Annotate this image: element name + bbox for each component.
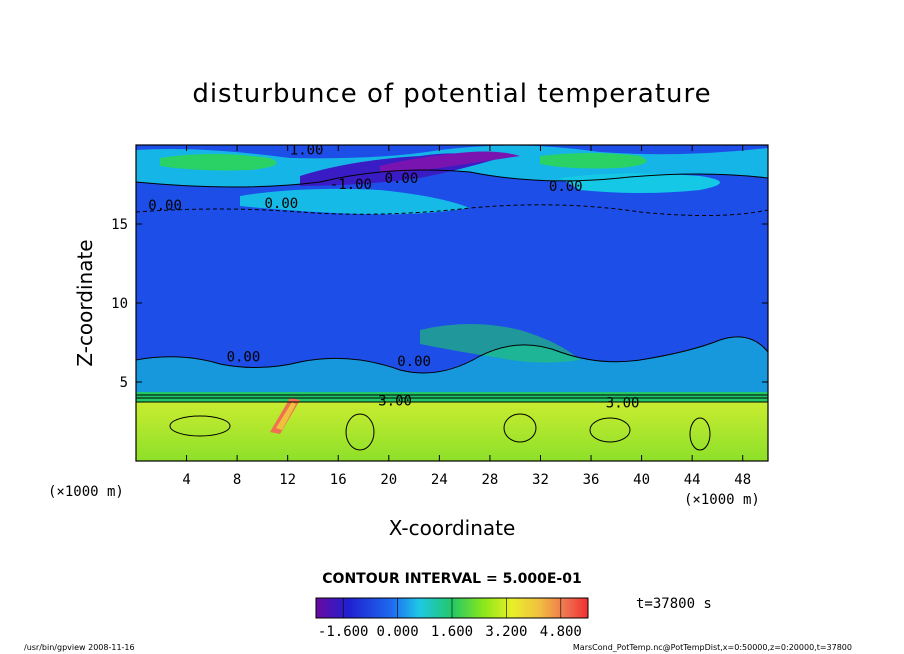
contour-label: 0.00 xyxy=(265,196,299,212)
x-unit-right: (×1000 m) xyxy=(684,492,760,508)
x-tick-label: 48 xyxy=(734,472,751,488)
contour-label: -1.00 xyxy=(330,177,372,193)
colorbar-labels: -1.600 0.000 1.600 3.200 4.800 xyxy=(318,624,582,640)
x-tick-label: 20 xyxy=(380,472,397,488)
x-tick-label: 36 xyxy=(583,472,600,488)
time-label: t=37800 s xyxy=(636,596,712,612)
x-tick-label: 40 xyxy=(633,472,650,488)
x-tick-label: 32 xyxy=(532,472,549,488)
colorbar-label: -1.600 xyxy=(318,624,369,640)
contour-interval: CONTOUR INTERVAL = 5.000E-01 xyxy=(322,571,581,587)
y-tick-label: 10 xyxy=(111,296,128,312)
x-tick-label: 8 xyxy=(233,472,241,488)
chart-title: disturbunce of potential temperature xyxy=(192,79,711,109)
colorbar-label: 1.600 xyxy=(431,624,473,640)
contour-label: 0.00 xyxy=(385,171,419,187)
y-tick-label: 15 xyxy=(111,217,128,233)
contour-label: 0.00 xyxy=(227,349,261,365)
contour-label: 0.00 xyxy=(397,354,431,370)
contour-label: 3.00 xyxy=(378,394,412,410)
colorbar-ticks xyxy=(342,598,562,618)
contour-label: 0.00 xyxy=(148,198,182,214)
contour-label: 1.00 xyxy=(290,142,324,158)
field-texture xyxy=(136,145,768,402)
plot-area: 0.00 1.00 0.00 -1.00 0.00 0.00 0.00 0.00 3.00 3.0… xyxy=(136,142,768,461)
x-tick-label: 4 xyxy=(182,472,190,488)
colorbar-label: 3.200 xyxy=(485,624,527,640)
lower-layer xyxy=(136,398,768,461)
x-tick-label: 28 xyxy=(481,472,498,488)
x-tick-label: 16 xyxy=(330,472,347,488)
contour-label: 3.00 xyxy=(606,395,640,411)
footer-right: MarsCond_PotTemp.nc@PotTempDist,x=0:5000… xyxy=(573,643,852,652)
footer-left: /usr/bin/gpview 2008-11-16 xyxy=(24,643,135,652)
contour-labels: 0.00 1.00 0.00 -1.00 0.00 0.00 0.00 0.00 3.00 3.0… xyxy=(148,142,640,411)
y-axis-label: Z-coordinate xyxy=(73,239,97,366)
y-tick-label: 5 xyxy=(120,375,128,391)
colorbar-label: 4.800 xyxy=(540,624,582,640)
contour-lines xyxy=(136,169,768,451)
x-axis-ticks: 4 8 12 16 20 24 28 32 36 40 44 48 xyxy=(182,145,751,488)
x-tick-label: 24 xyxy=(431,472,448,488)
contour-label: 0.00 xyxy=(549,179,583,195)
x-tick-label: 44 xyxy=(684,472,701,488)
y-axis-ticks: 5 10 15 xyxy=(111,217,768,391)
x-axis-label: X-coordinate xyxy=(389,516,516,540)
x-tick-label: 12 xyxy=(279,472,296,488)
colorbar-label: 0.000 xyxy=(377,624,419,640)
x-unit-left: (×1000 m) xyxy=(48,484,124,500)
